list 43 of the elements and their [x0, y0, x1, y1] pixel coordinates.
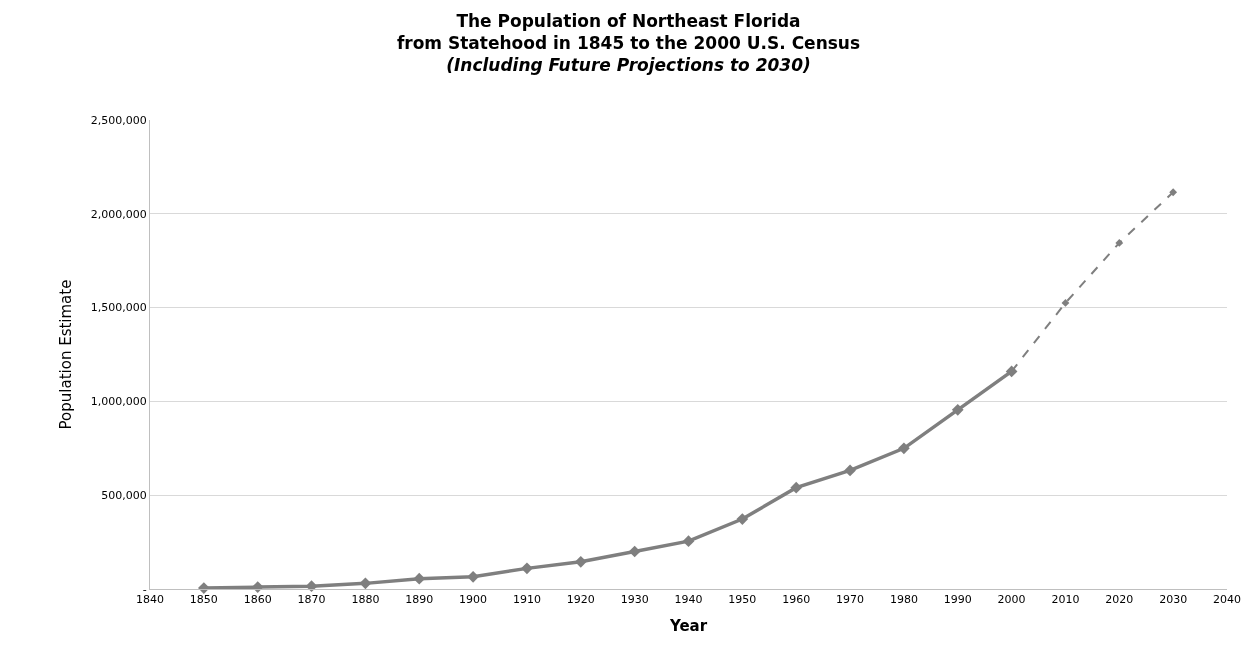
- x-tick-label: 2010: [1051, 593, 1080, 607]
- point: [682, 535, 695, 548]
- point: [467, 570, 479, 583]
- x-tick-label: 2030: [1159, 593, 1188, 607]
- chart-subtitle: (Including Future Projections to 2030): [446, 54, 811, 75]
- x-tick-label: 1970: [836, 593, 865, 607]
- x-tick-label: 2020: [1105, 593, 1134, 607]
- x-tick-label: 1990: [943, 593, 972, 607]
- point: [1061, 299, 1070, 307]
- x-axis-title: Year: [668, 617, 708, 636]
- x-tick-label: 1890: [405, 593, 434, 607]
- x-tick-label: 1840: [136, 593, 164, 607]
- y-tick-label: 500,000: [101, 489, 147, 503]
- point: [628, 545, 641, 558]
- y-tick-label: -: [142, 582, 147, 596]
- x-tick-label: 1940: [674, 593, 703, 607]
- y-tick-label: 1,000,000: [90, 395, 147, 409]
- x-tick-label: 2000: [997, 593, 1026, 607]
- y-axis-title: Population Estimate: [57, 279, 76, 430]
- x-tick-label: 1910: [512, 593, 541, 607]
- point: [1169, 188, 1178, 197]
- y-tick-label: 1,500,000: [90, 301, 147, 315]
- x-tick-label: 1980: [889, 593, 918, 607]
- x-tick-label: 1950: [728, 593, 757, 607]
- point: [1115, 238, 1124, 247]
- x-tick-label: 1880: [351, 593, 380, 607]
- x-tick-label: 1920: [566, 593, 595, 607]
- x-tick-label: 1850: [189, 593, 218, 607]
- y-tick-label: 2,000,000: [90, 207, 147, 221]
- x-tick-label: 1960: [782, 593, 811, 607]
- x-tick-label: 1930: [620, 593, 649, 607]
- x-tick-label: 1860: [243, 593, 272, 607]
- point: [844, 464, 856, 477]
- x-tick-label: 1870: [297, 593, 326, 607]
- point: [951, 403, 964, 416]
- point: [521, 562, 533, 575]
- y-tick-label: 2,500,000: [90, 113, 147, 127]
- point: [736, 513, 749, 525]
- chart-title: The Population of Northeast Florida from Statehood in 1845 to the 2000 U.S. Census: [396, 10, 861, 53]
- point: [898, 442, 910, 455]
- x-tick-label: 2040: [1213, 593, 1241, 607]
- x-tick-label: 1900: [459, 593, 488, 607]
- point: [790, 481, 803, 494]
